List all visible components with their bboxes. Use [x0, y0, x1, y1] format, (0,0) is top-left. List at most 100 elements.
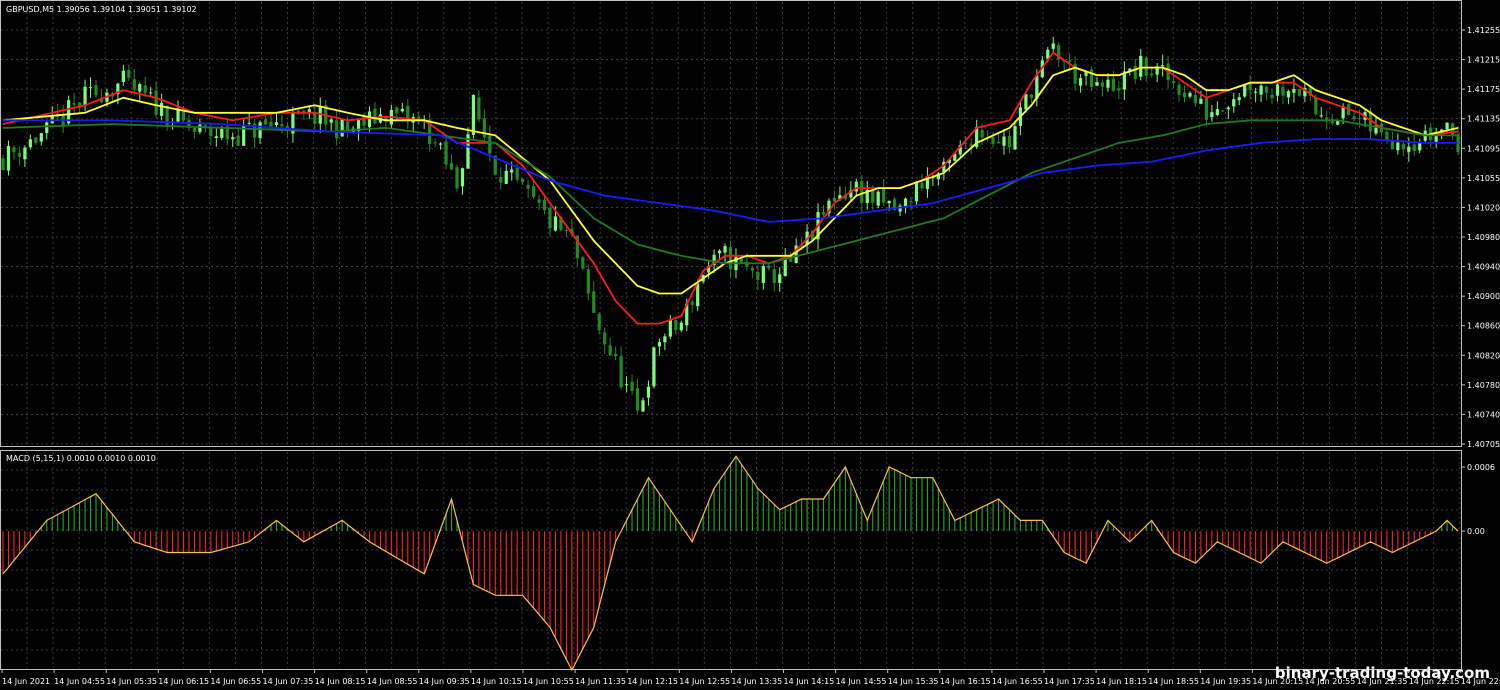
- bear-candle: [34, 137, 38, 143]
- bear-candle: [750, 267, 754, 271]
- price-tick-label: 1.41135: [1467, 115, 1500, 124]
- price-tick-label: 1.41255: [1467, 26, 1500, 35]
- macd-pane: MACD (5,15,1) 0.0010 0.0010 0.0010 0.000…: [1, 452, 1495, 672]
- bear-candle: [488, 135, 492, 154]
- price-pane: GBPUSD,M5 1.39056 1.39104 1.39051 1.3910…: [1, 2, 1500, 449]
- bear-candle: [1089, 69, 1094, 88]
- bear-candle: [586, 269, 590, 294]
- price-tick-label: 1.41215: [1467, 56, 1500, 65]
- bull-candle: [83, 86, 87, 106]
- bull-candle: [1243, 84, 1247, 97]
- bull-candle: [1226, 107, 1230, 110]
- bull-candle: [1336, 120, 1340, 125]
- ma-red-line: [2, 51, 1459, 325]
- time-tick-label: 14 Jun 16:55: [992, 677, 1043, 686]
- bull-candle: [849, 190, 853, 198]
- bear-candle: [548, 207, 552, 229]
- bull-candle: [646, 386, 651, 398]
- bear-candle: [531, 186, 536, 197]
- bear-candle: [395, 107, 399, 114]
- time-tick-label: 14 Jun 15:35: [888, 677, 939, 686]
- bull-candle: [679, 322, 683, 331]
- bull-candle: [794, 245, 798, 263]
- bull-candle: [1210, 112, 1214, 118]
- bear-candle: [559, 216, 563, 231]
- bear-candle: [127, 69, 131, 78]
- bull-candle: [1024, 94, 1028, 110]
- bear-candle: [745, 261, 749, 267]
- bull-candle: [641, 400, 645, 412]
- bear-candle: [1171, 81, 1176, 84]
- bull-candle: [657, 341, 661, 347]
- bear-candle: [871, 189, 875, 203]
- bear-candle: [767, 265, 771, 269]
- watermark: binary-trading-today.com: [1275, 664, 1490, 682]
- bull-candle: [925, 176, 930, 189]
- bear-candle: [909, 200, 913, 202]
- bear-candle: [1314, 97, 1318, 115]
- bear-candle: [597, 313, 601, 331]
- bear-candle: [1357, 118, 1362, 120]
- bear-candle: [444, 141, 448, 165]
- time-tick-label: 14 Jun 11:35: [575, 677, 626, 686]
- bear-candle: [630, 381, 634, 391]
- bull-candle: [220, 128, 224, 138]
- bear-candle: [1100, 82, 1105, 87]
- bull-candle: [1128, 68, 1132, 71]
- bear-candle: [181, 108, 186, 121]
- macd-tick-label: 0.00: [1467, 527, 1485, 536]
- time-tick-label: 14 Jun 20:55: [1305, 677, 1356, 686]
- price-tick-label: 1.40705: [1467, 440, 1500, 449]
- bull-candle: [291, 112, 295, 134]
- bull-candle: [953, 153, 957, 161]
- bear-candle: [499, 177, 503, 183]
- bear-candle: [603, 332, 607, 345]
- bear-candle: [991, 136, 995, 144]
- bear-candle: [1133, 65, 1137, 79]
- bull-candle: [439, 143, 443, 145]
- price-tick-label: 1.41020: [1467, 203, 1500, 212]
- bear-candle: [1029, 94, 1033, 98]
- bull-candle: [6, 145, 11, 171]
- bear-candle: [800, 245, 804, 247]
- price-tick-label: 1.41055: [1467, 174, 1500, 183]
- bull-candle: [865, 189, 869, 203]
- bear-candle: [964, 143, 968, 145]
- bull-candle: [160, 102, 164, 116]
- bear-candle: [1204, 98, 1208, 120]
- bear-candle: [209, 127, 213, 136]
- bull-candle: [1418, 142, 1422, 151]
- bull-candle: [668, 320, 672, 337]
- bear-candle: [614, 353, 618, 357]
- bull-candle: [685, 303, 689, 326]
- bear-candle: [1057, 45, 1061, 60]
- bear-candle: [280, 124, 284, 127]
- bull-candle: [1161, 65, 1165, 67]
- macd-pane-border: [0, 450, 1462, 670]
- bull-candle: [1341, 106, 1345, 119]
- bear-candle: [433, 142, 437, 144]
- bull-candle: [400, 108, 404, 112]
- bull-candle: [1095, 82, 1099, 86]
- bull-candle: [1051, 43, 1055, 49]
- bull-candle: [1259, 85, 1263, 95]
- bull-candle: [504, 170, 508, 184]
- bull-candle: [1122, 71, 1126, 90]
- bear-candle: [1368, 111, 1373, 132]
- bear-candle: [99, 97, 104, 103]
- bear-candle: [72, 103, 76, 105]
- bull-candle: [1374, 125, 1378, 134]
- bear-candle: [225, 126, 229, 140]
- bull-candle: [116, 83, 120, 94]
- bear-candle: [1221, 110, 1225, 112]
- bear-candle: [406, 105, 410, 122]
- bull-candle: [1292, 89, 1296, 93]
- bull-candle: [1046, 49, 1050, 59]
- price-pane-border: [0, 0, 1462, 447]
- bear-candle: [674, 320, 678, 330]
- bull-candle: [1035, 75, 1039, 99]
- bear-candle: [477, 97, 481, 120]
- bull-candle: [723, 246, 727, 253]
- bear-candle: [592, 291, 596, 313]
